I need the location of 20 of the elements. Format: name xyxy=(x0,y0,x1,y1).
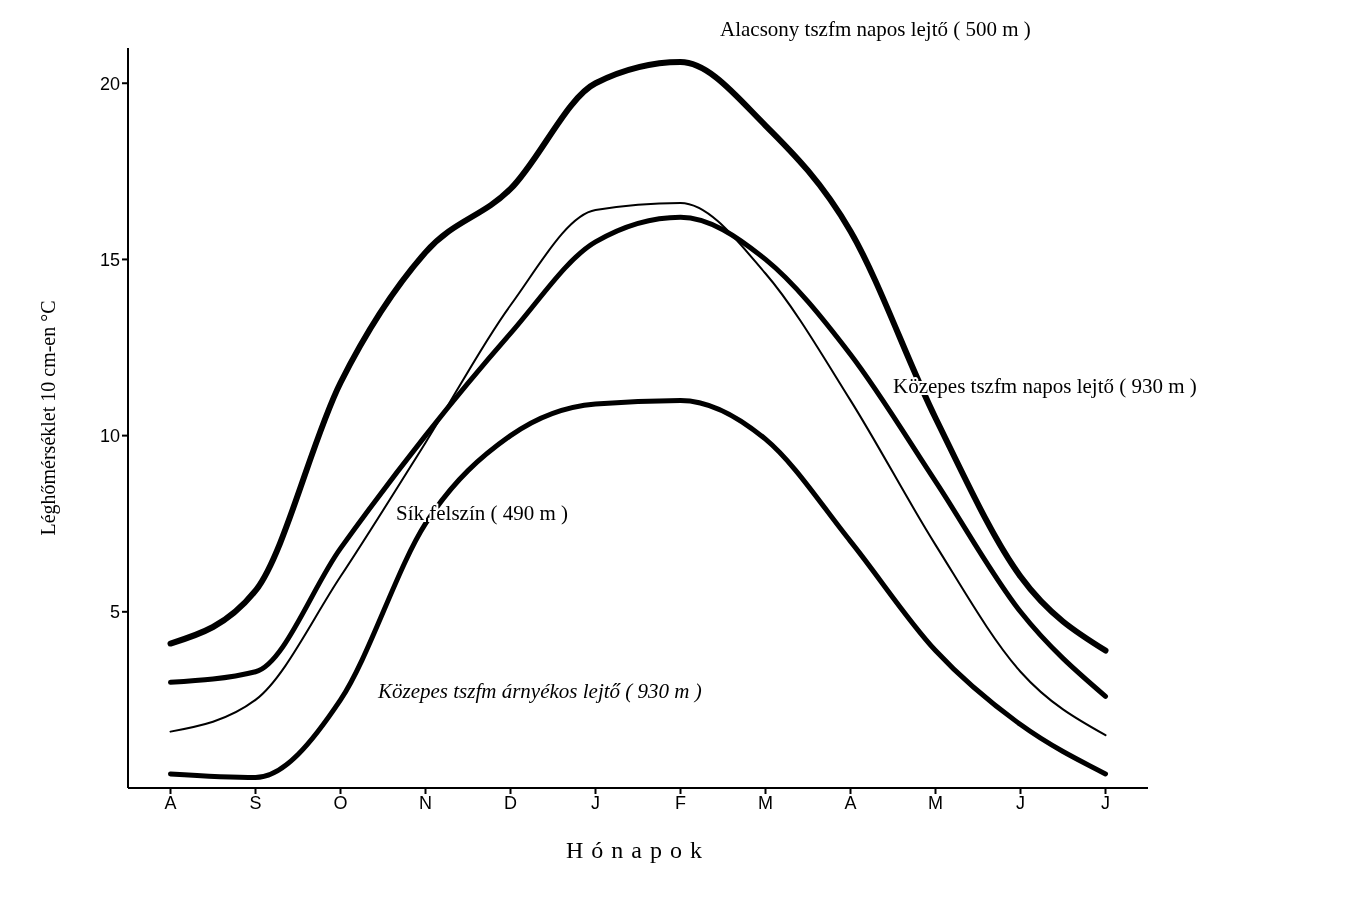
x-tick-label: A xyxy=(164,792,177,813)
x-tick-label: A xyxy=(844,792,857,813)
x-tick-label: J xyxy=(1016,792,1025,813)
x-tick-label: O xyxy=(333,792,348,813)
y-tick-label: 10 xyxy=(99,426,120,447)
x-tick-label: D xyxy=(504,792,517,813)
x-tick-label: M xyxy=(928,792,943,813)
x-tick-label: J xyxy=(1101,792,1110,813)
x-tick-label: M xyxy=(758,792,773,813)
y-tick-label: 15 xyxy=(99,249,120,270)
x-tick-label: S xyxy=(249,792,262,813)
y-tick-label: 20 xyxy=(99,73,120,94)
y-axis-title: Léghőmérséklet 10 cm-en °C xyxy=(37,300,61,536)
x-tick-label: J xyxy=(591,792,600,813)
series-label: Közepes tszfm árnyékos lejtő ( 930 m ) xyxy=(377,679,702,703)
y-tick-label: 5 xyxy=(109,602,120,623)
x-axis-title: Hónapok xyxy=(566,837,710,863)
x-tick-label: N xyxy=(419,792,432,813)
series-label: Alacsony tszfm napos lejtő ( 500 m ) xyxy=(720,17,1031,41)
x-tick-label: F xyxy=(675,792,686,813)
